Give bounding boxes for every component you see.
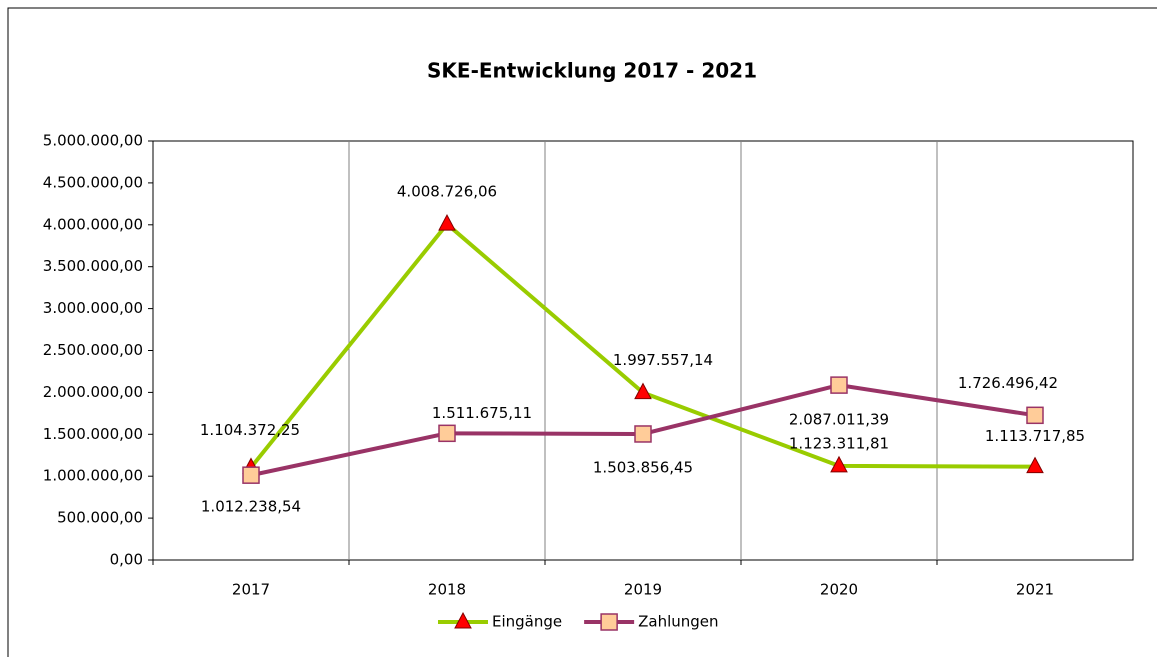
x-tick-label: 2021 (1016, 581, 1054, 599)
data-label: 1.511.675,11 (432, 404, 532, 422)
x-tick-label: 2018 (428, 581, 466, 599)
legend-label: Eingänge (492, 613, 562, 631)
data-label: 1.726.496,42 (958, 374, 1058, 392)
data-point (634, 382, 652, 400)
data-point (242, 466, 260, 484)
data-label: 1.997.557,14 (613, 351, 713, 369)
y-tick-label: 3.500.000,00 (43, 257, 143, 275)
data-point (830, 455, 848, 473)
data-point (634, 425, 652, 443)
data-point (438, 424, 456, 443)
data-label: 1.104.372,25 (200, 421, 300, 439)
chart-title: SKE-Entwicklung 2017 - 2021 (427, 59, 757, 83)
y-tick-label: 1.000.000,00 (43, 467, 143, 485)
y-tick-label: 2.000.000,00 (43, 383, 143, 401)
x-tick-label: 2017 (232, 581, 270, 599)
y-tick-label: 2.500.000,00 (43, 341, 143, 359)
y-tick-label: 1.500.000,00 (43, 425, 143, 443)
plot-area (152, 140, 1134, 561)
x-tick-label: 2020 (820, 581, 858, 599)
data-point (830, 376, 848, 394)
data-label: 2.087.011,39 (789, 411, 889, 429)
data-label: 1.503.856,45 (593, 458, 693, 476)
data-label: 1.113.717,85 (985, 427, 1085, 445)
legend-marker (454, 611, 472, 629)
data-label: 1.123.311,81 (789, 434, 889, 452)
y-tick-label: 500.000,00 (57, 509, 143, 527)
data-point (438, 214, 456, 231)
y-tick-label: 4.500.000,00 (43, 173, 143, 191)
legend-marker (600, 613, 618, 631)
y-tick-label: 0,00 (110, 551, 143, 569)
y-tick-label: 5.000.000,00 (43, 132, 143, 150)
x-tick-label: 2019 (624, 581, 662, 599)
data-point (1026, 456, 1044, 474)
y-tick-label: 4.000.000,00 (43, 215, 143, 233)
data-label: 1.012.238,54 (201, 498, 301, 516)
y-tick-label: 3.000.000,00 (43, 299, 143, 317)
data-point (1026, 406, 1044, 425)
legend-label: Zahlungen (638, 613, 718, 631)
data-label: 4.008.726,06 (397, 183, 497, 201)
